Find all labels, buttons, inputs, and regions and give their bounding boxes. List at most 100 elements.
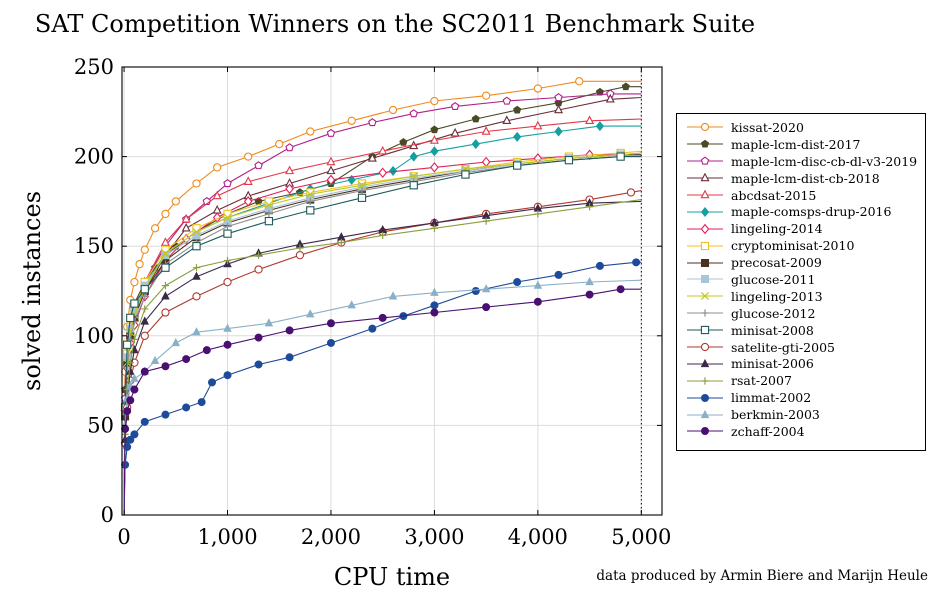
data-point <box>130 299 139 308</box>
legend-label: maple-lcm-disc-cb-dl-v3-2019 <box>731 153 918 169</box>
series-line <box>123 156 642 516</box>
legend-item: precosat-2009 <box>685 254 925 271</box>
data-point <box>181 222 191 232</box>
data-point <box>181 213 191 223</box>
data-point <box>337 239 345 247</box>
x-tick-label: 0 <box>117 525 130 549</box>
data-point <box>213 163 222 172</box>
data-point <box>306 309 315 318</box>
legend-label: minisat-2006 <box>731 356 814 372</box>
legend-swatch <box>687 275 723 284</box>
legend-swatch <box>687 241 723 250</box>
legend-swatch <box>687 172 723 182</box>
data-point <box>367 153 377 162</box>
data-point <box>595 261 604 270</box>
series-line <box>123 80 642 516</box>
data-point <box>130 430 139 439</box>
data-point <box>450 101 460 111</box>
legend-item: maple-comsps-drup-2016 <box>685 203 925 220</box>
data-point <box>223 229 232 238</box>
data-point <box>150 355 160 364</box>
data-point <box>161 282 170 290</box>
data-point <box>358 187 366 195</box>
data-point <box>399 137 408 146</box>
data-point <box>285 165 295 175</box>
data-point <box>197 398 206 407</box>
data-point <box>140 417 149 426</box>
y-tick-label: 150 <box>74 234 114 258</box>
credit-note: data produced by Armin Biere and Marijn … <box>596 568 928 584</box>
legend-item: rsat-2007 <box>685 372 925 389</box>
data-point <box>430 146 439 157</box>
data-point <box>700 427 709 436</box>
data-point <box>264 200 273 210</box>
data-point <box>379 231 387 240</box>
data-point <box>306 206 315 215</box>
data-point <box>306 197 314 205</box>
data-point <box>223 323 232 332</box>
data-point <box>430 308 439 317</box>
data-point <box>126 366 135 375</box>
data-point <box>585 203 594 211</box>
data-point <box>126 359 134 367</box>
data-point <box>533 280 543 289</box>
data-point <box>326 174 336 186</box>
data-point <box>368 118 377 127</box>
legend-label: maple-comsps-drup-2016 <box>731 204 892 220</box>
data-point <box>701 377 709 385</box>
data-point <box>554 270 563 279</box>
legend-item: maple-lcm-dist-cb-2018 <box>685 170 925 187</box>
data-point <box>126 313 135 323</box>
data-point <box>285 326 294 335</box>
legend-item: lingeling-2014 <box>685 220 925 237</box>
data-point <box>223 340 232 349</box>
data-point <box>130 335 139 343</box>
data-point <box>254 265 263 274</box>
legend-label: kissat-2020 <box>731 119 804 135</box>
data-point <box>595 121 605 132</box>
data-point <box>585 290 594 299</box>
data-point <box>534 210 542 218</box>
data-point <box>141 305 149 313</box>
legend-swatch <box>687 393 723 402</box>
data-point <box>700 409 710 418</box>
data-point <box>150 224 160 233</box>
data-point <box>212 190 222 200</box>
data-point <box>140 245 149 254</box>
data-point <box>126 396 135 405</box>
data-point <box>306 127 315 136</box>
legend-label: berkmin-2003 <box>731 407 820 423</box>
data-point <box>295 251 305 260</box>
series-line <box>123 96 642 516</box>
data-point <box>409 172 418 181</box>
data-point <box>700 241 710 250</box>
data-point <box>326 128 336 137</box>
data-point <box>326 156 336 166</box>
data-point <box>202 346 211 355</box>
data-point <box>254 161 263 170</box>
legend-item: limmat-2002 <box>685 389 925 406</box>
series-line <box>123 200 642 516</box>
data-point <box>700 223 710 235</box>
data-point <box>513 161 522 170</box>
data-point <box>575 77 584 86</box>
data-point <box>450 127 460 137</box>
data-point <box>502 115 512 125</box>
data-point <box>700 140 710 148</box>
data-point <box>182 403 191 412</box>
data-point <box>243 176 253 185</box>
data-point <box>626 188 636 197</box>
legend-item: kissat-2020 <box>685 119 925 136</box>
legend-item: satelite-gti-2005 <box>685 339 925 356</box>
series-line <box>123 154 642 516</box>
series-lingeling-2014 <box>120 149 642 516</box>
legend-swatch <box>687 342 723 352</box>
data-point <box>533 153 543 164</box>
data-point <box>700 393 709 402</box>
data-point <box>430 287 439 296</box>
data-point <box>223 256 232 265</box>
legend-swatch <box>687 309 723 317</box>
y-tick-label: 250 <box>74 55 114 79</box>
data-point <box>326 338 335 347</box>
legend-label: maple-lcm-dist-2017 <box>731 136 861 152</box>
